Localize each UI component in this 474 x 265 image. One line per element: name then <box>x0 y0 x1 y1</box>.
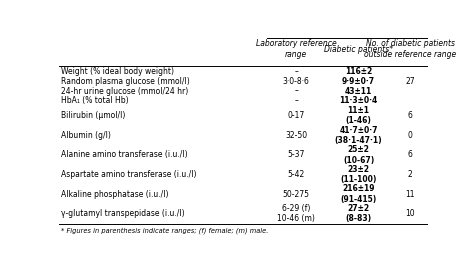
Text: No. of diabetic patients
outside reference range: No. of diabetic patients outside referen… <box>364 39 456 59</box>
Text: HbA₁ (% total Hb): HbA₁ (% total Hb) <box>61 96 129 105</box>
Text: Weight (% ideal body weight): Weight (% ideal body weight) <box>61 67 174 76</box>
Text: 3·0-8·6: 3·0-8·6 <box>283 77 310 86</box>
Text: 2: 2 <box>408 170 412 179</box>
Text: 24-hr urine glucose (mmol/24 hr): 24-hr urine glucose (mmol/24 hr) <box>61 87 188 96</box>
Text: 0-17: 0-17 <box>288 111 305 120</box>
Text: Albumin (g/l): Albumin (g/l) <box>61 131 111 140</box>
Text: Aspartate amino transferase (i.u./l): Aspartate amino transferase (i.u./l) <box>61 170 197 179</box>
Text: 216±19
(91-415): 216±19 (91-415) <box>340 184 377 204</box>
Text: 41·7±0·7
(38·1-47·1): 41·7±0·7 (38·1-47·1) <box>335 126 383 145</box>
Text: 23±2
(11-100): 23±2 (11-100) <box>340 165 377 184</box>
Text: 5-37: 5-37 <box>288 150 305 159</box>
Text: 11·3±0·4: 11·3±0·4 <box>339 96 378 105</box>
Text: 27: 27 <box>405 77 415 86</box>
Text: 25±2
(10-67): 25±2 (10-67) <box>343 145 374 165</box>
Text: 116±2: 116±2 <box>345 67 372 76</box>
Text: Laboratory reference
range: Laboratory reference range <box>256 39 337 59</box>
Text: Alanine amino transferase (i.u./l): Alanine amino transferase (i.u./l) <box>61 150 188 159</box>
Text: 6: 6 <box>408 150 412 159</box>
Text: 10: 10 <box>405 209 415 218</box>
Text: Bilirubin (μmol/l): Bilirubin (μmol/l) <box>61 111 126 120</box>
Text: 6: 6 <box>408 111 412 120</box>
Text: 5-42: 5-42 <box>288 170 305 179</box>
Text: 6-29 (f)
10-46 (m): 6-29 (f) 10-46 (m) <box>277 204 315 223</box>
Text: 11: 11 <box>405 190 415 199</box>
Text: –: – <box>294 96 298 105</box>
Text: –: – <box>294 87 298 96</box>
Text: Alkaline phosphatase (i.u./l): Alkaline phosphatase (i.u./l) <box>61 190 169 199</box>
Text: 50-275: 50-275 <box>283 190 310 199</box>
Text: Random plasma glucose (mmol/l): Random plasma glucose (mmol/l) <box>61 77 190 86</box>
Text: * Figures in parenthesis indicate ranges; (f) female; (m) male.: * Figures in parenthesis indicate ranges… <box>61 228 268 234</box>
Text: Diabetic patients*: Diabetic patients* <box>324 45 393 54</box>
Text: 11±1
(1-46): 11±1 (1-46) <box>346 106 372 125</box>
Text: 27±2
(8-83): 27±2 (8-83) <box>346 204 372 223</box>
Text: γ-glutamyl transpepidase (i.u./l): γ-glutamyl transpepidase (i.u./l) <box>61 209 185 218</box>
Text: 0: 0 <box>408 131 412 140</box>
Text: 9·9±0·7: 9·9±0·7 <box>342 77 375 86</box>
Text: –: – <box>294 67 298 76</box>
Text: 43±11: 43±11 <box>345 87 372 96</box>
Text: 32-50: 32-50 <box>285 131 307 140</box>
